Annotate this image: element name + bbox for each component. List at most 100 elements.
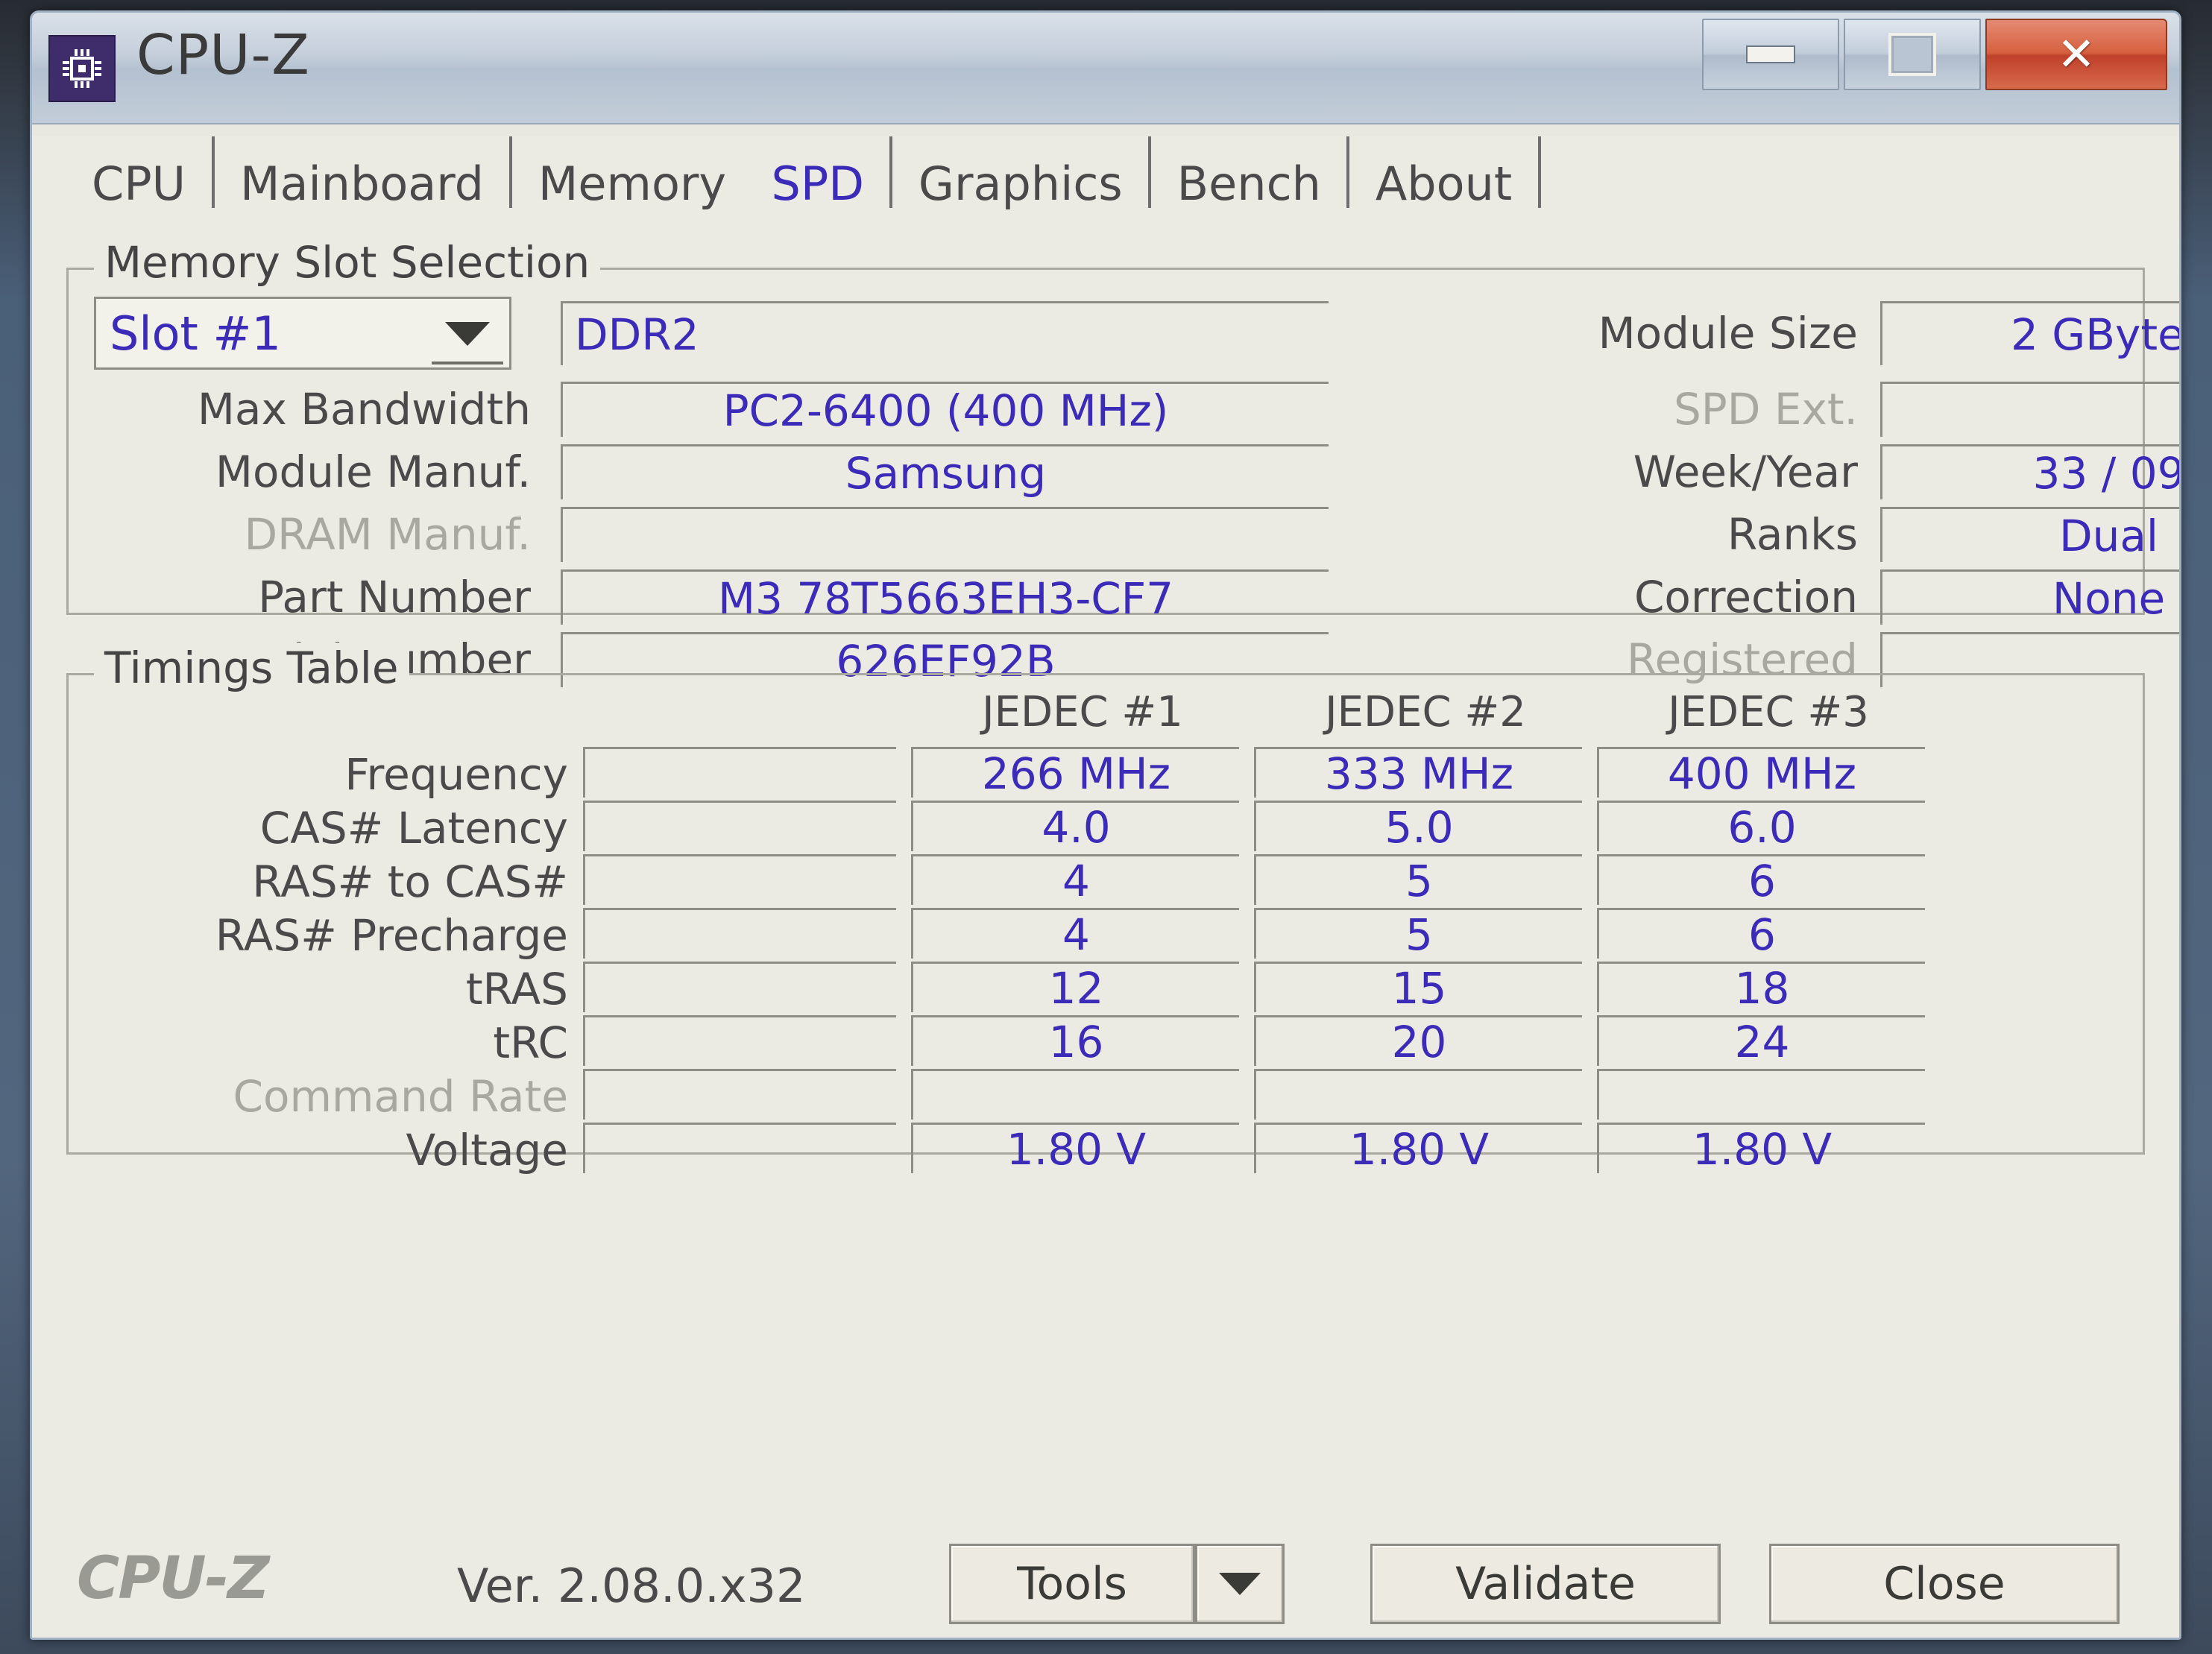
cell-frequency-jedec1: 266 MHz [911, 747, 1239, 799]
minimize-button[interactable] [1702, 19, 1839, 90]
cell-frequency-jedec2: 333 MHz [1254, 747, 1582, 799]
close-icon: ✕ [2057, 27, 2096, 81]
cell-ras-precharge-current [583, 908, 896, 959]
cell-ras-to-cas-jedec1: 4 [911, 854, 1239, 906]
cell-cas-latency-jedec3: 6.0 [1597, 801, 1925, 853]
label-tras: tRAS [465, 964, 568, 1014]
label-module-size: Module Size [1598, 308, 1858, 359]
label-week-year: Week/Year [1633, 446, 1858, 497]
value-correction: None [1880, 569, 2179, 625]
value-ranks: Dual [1880, 507, 2179, 562]
module-type-field: DDR2 [561, 301, 1329, 365]
label-ras-to-cas: RAS# to CAS# [252, 856, 568, 907]
tab-spd[interactable]: SPD [771, 157, 865, 211]
label-module-manuf: Module Manuf. [215, 446, 531, 497]
client-area: CPU Mainboard Memory SPD Graphics Bench … [32, 136, 2179, 1638]
tab-mainboard[interactable]: Mainboard [239, 157, 485, 211]
title-bar: CPU-Z ✕ [32, 13, 2179, 124]
tab-cpu[interactable]: CPU [92, 157, 186, 211]
minimize-icon [1746, 45, 1795, 63]
tab-memory[interactable]: Memory [538, 157, 727, 211]
label-correction: Correction [1633, 572, 1858, 622]
cpuz-logo-text: CPU-Z [77, 1545, 270, 1612]
value-max-bandwidth: PC2-6400 (400 MHz) [561, 382, 1329, 437]
cell-ras-to-cas-jedec2: 5 [1254, 854, 1582, 906]
label-command-rate: Command Rate [233, 1071, 568, 1122]
cell-trc-jedec3: 24 [1597, 1015, 1925, 1067]
cell-command-rate-current [583, 1069, 896, 1120]
cell-ras-to-cas-jedec3: 6 [1597, 854, 1925, 906]
cell-tras-current [583, 962, 896, 1012]
label-ranks: Ranks [1727, 509, 1858, 560]
maximize-button[interactable] [1844, 19, 1981, 90]
cell-ras-precharge-jedec2: 5 [1254, 908, 1582, 960]
window-controls: ✕ [1702, 19, 2167, 90]
memory-slot-selection-legend: Memory Slot Selection [94, 237, 601, 288]
label-ras-precharge: RAS# Precharge [215, 910, 568, 961]
column-header-jedec2: JEDEC #2 [1325, 687, 1526, 736]
cell-tras-jedec1: 12 [911, 962, 1239, 1014]
memory-slot-selection-group: Memory Slot Selection Slot #1 DDR2 Max B… [66, 237, 2179, 687]
cell-ras-precharge-jedec1: 4 [911, 908, 1239, 960]
label-voltage: Voltage [406, 1125, 568, 1175]
cell-command-rate-jedec1 [911, 1069, 1239, 1120]
cell-cas-latency-current [583, 801, 896, 851]
tab-separator [1346, 136, 1350, 208]
tab-graphics[interactable]: Graphics [918, 157, 1123, 211]
tab-separator [509, 136, 513, 208]
cell-frequency-jedec3: 400 MHz [1597, 747, 1925, 799]
cell-command-rate-jedec2 [1254, 1069, 1582, 1120]
cell-command-rate-jedec3 [1597, 1069, 1925, 1120]
label-cas-latency: CAS# Latency [259, 803, 568, 853]
timings-table-legend: Timings Table [94, 643, 409, 693]
label-dram-manuf: DRAM Manuf. [244, 509, 531, 560]
label-frequency: Frequency [344, 749, 568, 800]
close-button[interactable]: Close [1769, 1544, 2120, 1624]
tab-bench[interactable]: Bench [1176, 157, 1321, 211]
value-module-size: 2 GBytes [1880, 301, 2179, 365]
label-part-number: Part Number [258, 572, 531, 622]
window-title: CPU-Z [136, 23, 310, 87]
tools-button[interactable]: Tools [949, 1544, 1195, 1624]
tab-separator [889, 136, 893, 208]
close-window-button[interactable]: ✕ [1985, 19, 2167, 90]
cell-tras-jedec2: 15 [1254, 962, 1582, 1014]
chevron-down-icon[interactable] [432, 306, 503, 364]
tools-dropdown-button[interactable] [1195, 1544, 1285, 1624]
timings-table-group: Timings Table JEDEC #1 JEDEC #2 JEDEC #3… [66, 643, 2145, 1175]
version-text: Ver. 2.08.0.x32 [457, 1559, 806, 1613]
column-header-jedec1: JEDEC #1 [982, 687, 1183, 736]
value-dram-manuf [561, 507, 1329, 562]
tab-separator [1148, 136, 1152, 208]
cell-frequency-current [583, 747, 896, 798]
cell-voltage-jedec1: 1.80 V [911, 1123, 1239, 1175]
cell-trc-jedec2: 20 [1254, 1015, 1582, 1067]
value-registered [1880, 632, 2179, 687]
label-max-bandwidth: Max Bandwidth [197, 384, 531, 435]
tab-separator [1537, 136, 1541, 208]
tab-about[interactable]: About [1375, 157, 1513, 211]
value-spd-ext [1880, 382, 2179, 437]
slot-selector-value: Slot #1 [110, 306, 281, 361]
value-week-year: 33 / 09 [1880, 444, 2179, 499]
cell-ras-precharge-jedec3: 6 [1597, 908, 1925, 960]
cell-tras-jedec3: 18 [1597, 962, 1925, 1014]
label-spd-ext: SPD Ext. [1673, 384, 1858, 435]
label-registered: Registered [1626, 634, 1858, 685]
tab-separator [211, 136, 215, 208]
cell-voltage-current [583, 1123, 896, 1173]
chevron-down-icon [1219, 1573, 1261, 1595]
cell-ras-to-cas-current [583, 854, 896, 905]
validate-button[interactable]: Validate [1370, 1544, 1721, 1624]
cpu-chip-icon [48, 35, 116, 102]
slot-selector-dropdown[interactable]: Slot #1 [94, 297, 511, 370]
value-part-number: M3 78T5663EH3-CF7 [561, 569, 1329, 625]
cell-voltage-jedec3: 1.80 V [1597, 1123, 1925, 1175]
bottom-bar: CPU-Z Ver. 2.08.0.x32 Tools Validate Clo… [32, 1523, 2179, 1638]
cpuz-window: CPU-Z ✕ CPU Mainboard Memory SPD Graphic… [30, 10, 2181, 1640]
tab-bar: CPU Mainboard Memory SPD Graphics Bench … [32, 136, 2179, 220]
cell-voltage-jedec2: 1.80 V [1254, 1123, 1582, 1175]
column-header-jedec3: JEDEC #3 [1668, 687, 1869, 736]
label-trc: tRC [493, 1017, 568, 1068]
